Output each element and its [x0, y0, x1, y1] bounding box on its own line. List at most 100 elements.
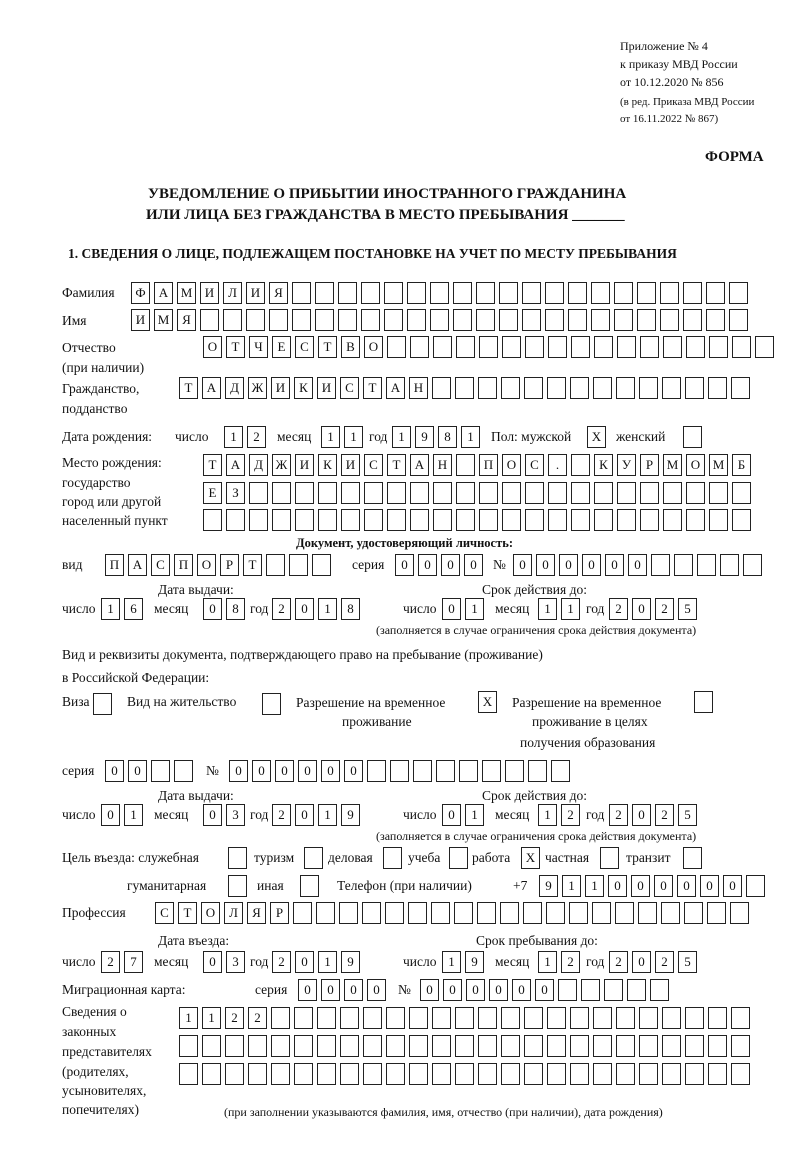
char-box[interactable]: X — [521, 847, 540, 869]
char-box[interactable]: 0 — [321, 979, 340, 1001]
char-box[interactable] — [449, 847, 468, 869]
char-box[interactable]: Р — [270, 902, 289, 924]
char-box[interactable]: П — [479, 454, 498, 476]
char-box[interactable]: 1 — [562, 875, 581, 897]
char-box[interactable]: 0 — [605, 554, 624, 576]
char-box[interactable]: 0 — [420, 979, 439, 1001]
char-box[interactable] — [522, 309, 541, 331]
char-box[interactable] — [478, 377, 497, 399]
char-box[interactable]: 0 — [321, 760, 340, 782]
char-box[interactable] — [686, 482, 705, 504]
char-box[interactable]: 1 — [124, 804, 143, 826]
char-box[interactable] — [340, 1007, 359, 1029]
char-box[interactable] — [410, 336, 429, 358]
char-box[interactable]: О — [686, 454, 705, 476]
char-box[interactable]: 2 — [248, 1007, 267, 1029]
char-box[interactable] — [476, 309, 495, 331]
char-box[interactable]: И — [271, 377, 290, 399]
char-box[interactable] — [226, 509, 245, 531]
char-box[interactable]: 0 — [512, 979, 531, 1001]
char-box[interactable]: 0 — [203, 598, 222, 620]
char-box[interactable]: 7 — [124, 951, 143, 973]
char-box[interactable] — [594, 482, 613, 504]
char-box[interactable]: 0 — [295, 598, 314, 620]
char-box[interactable]: Т — [318, 336, 337, 358]
char-box[interactable] — [524, 1007, 543, 1029]
char-box[interactable]: 2 — [609, 598, 628, 620]
char-box[interactable]: 2 — [655, 951, 674, 973]
char-box[interactable]: С — [364, 454, 383, 476]
char-box[interactable]: 2 — [272, 951, 291, 973]
char-box[interactable] — [685, 1007, 704, 1029]
char-box[interactable] — [363, 1007, 382, 1029]
char-box[interactable]: 2 — [225, 1007, 244, 1029]
char-box[interactable] — [523, 902, 542, 924]
char-box[interactable] — [315, 309, 334, 331]
char-box[interactable] — [266, 554, 285, 576]
char-box[interactable] — [272, 509, 291, 531]
char-box[interactable]: О — [201, 902, 220, 924]
char-box[interactable] — [386, 1035, 405, 1057]
char-box[interactable]: 1 — [538, 804, 557, 826]
char-box[interactable] — [663, 509, 682, 531]
char-box[interactable] — [478, 1007, 497, 1029]
char-box[interactable] — [364, 482, 383, 504]
char-box[interactable] — [593, 1063, 612, 1085]
char-box[interactable] — [433, 509, 452, 531]
char-box[interactable] — [455, 377, 474, 399]
char-box[interactable]: Т — [387, 454, 406, 476]
char-box[interactable] — [548, 336, 567, 358]
char-box[interactable]: 2 — [609, 951, 628, 973]
char-box[interactable]: 1 — [585, 875, 604, 897]
char-box[interactable]: Д — [249, 454, 268, 476]
char-box[interactable]: 0 — [654, 875, 673, 897]
char-box[interactable] — [617, 336, 636, 358]
char-box[interactable]: 0 — [677, 875, 696, 897]
char-box[interactable]: 5 — [678, 598, 697, 620]
char-box[interactable]: 0 — [298, 760, 317, 782]
char-box[interactable] — [409, 1007, 428, 1029]
char-box[interactable] — [627, 979, 646, 1001]
char-box[interactable]: Ч — [249, 336, 268, 358]
char-box[interactable]: 1 — [561, 598, 580, 620]
char-box[interactable]: 0 — [367, 979, 386, 1001]
char-box[interactable]: 0 — [513, 554, 532, 576]
char-box[interactable] — [499, 309, 518, 331]
char-box[interactable] — [604, 979, 623, 1001]
char-box[interactable] — [316, 902, 335, 924]
char-box[interactable] — [386, 1063, 405, 1085]
char-box[interactable]: Е — [203, 482, 222, 504]
char-box[interactable] — [363, 1035, 382, 1057]
char-box[interactable]: Т — [179, 377, 198, 399]
char-box[interactable] — [638, 902, 657, 924]
char-box[interactable] — [593, 1035, 612, 1057]
char-box[interactable] — [546, 902, 565, 924]
char-box[interactable] — [413, 760, 432, 782]
char-box[interactable]: З — [226, 482, 245, 504]
char-box[interactable] — [455, 1007, 474, 1029]
char-box[interactable] — [361, 309, 380, 331]
char-box[interactable] — [524, 377, 543, 399]
char-box[interactable]: Е — [272, 336, 291, 358]
char-box[interactable] — [709, 509, 728, 531]
char-box[interactable]: М — [154, 309, 173, 331]
char-box[interactable] — [455, 1035, 474, 1057]
char-box[interactable] — [502, 336, 521, 358]
char-box[interactable]: И — [295, 454, 314, 476]
char-box[interactable]: Р — [640, 454, 659, 476]
char-box[interactable] — [174, 760, 193, 782]
char-box[interactable]: 0 — [466, 979, 485, 1001]
char-box[interactable] — [570, 1063, 589, 1085]
char-box[interactable] — [432, 377, 451, 399]
char-box[interactable] — [271, 1035, 290, 1057]
char-box[interactable]: 1 — [344, 426, 363, 448]
char-box[interactable]: С — [525, 454, 544, 476]
char-box[interactable] — [637, 309, 656, 331]
char-box[interactable]: А — [410, 454, 429, 476]
char-box[interactable] — [569, 902, 588, 924]
char-box[interactable] — [409, 1063, 428, 1085]
char-box[interactable]: С — [155, 902, 174, 924]
char-box[interactable]: 0 — [275, 760, 294, 782]
char-box[interactable] — [228, 875, 247, 897]
char-box[interactable]: 1 — [202, 1007, 221, 1029]
